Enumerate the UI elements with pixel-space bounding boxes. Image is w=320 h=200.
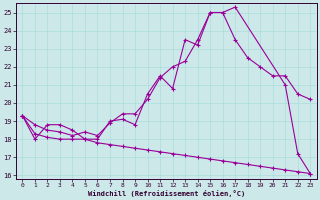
X-axis label: Windchill (Refroidissement éolien,°C): Windchill (Refroidissement éolien,°C)	[88, 190, 245, 197]
